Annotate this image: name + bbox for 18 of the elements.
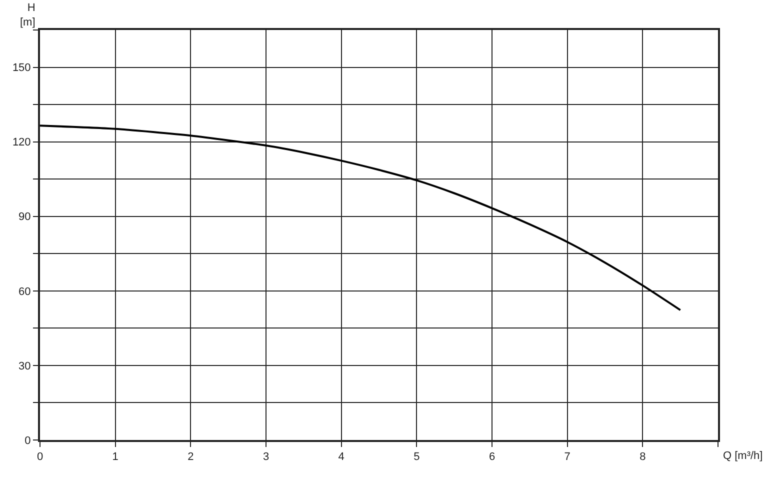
x-tick-label: 0: [36, 451, 44, 464]
y-axis-title: H [m]: [20, 2, 36, 28]
x-tick-label: 2: [188, 451, 194, 464]
x-axis-title: Q [m³/h]: [723, 450, 763, 462]
x-tick-label: 8: [640, 451, 646, 464]
y-tick-label: 120: [12, 136, 31, 149]
x-tick-label: 7: [564, 451, 570, 464]
x-tick-label: 4: [338, 451, 344, 464]
y-tick-label: 90: [18, 211, 31, 224]
line-series: [40, 124, 682, 312]
y-tick-label: 0: [24, 434, 31, 447]
x-tick-label: 3: [262, 451, 270, 464]
x-tick-label: 5: [414, 451, 420, 464]
x-tick-label: 6: [488, 451, 496, 464]
y-tick-label: 150: [12, 62, 31, 74]
y-tick-label: 30: [18, 360, 31, 372]
y-tick-label: 60: [18, 286, 31, 298]
x-tick-label: 1: [112, 451, 118, 464]
